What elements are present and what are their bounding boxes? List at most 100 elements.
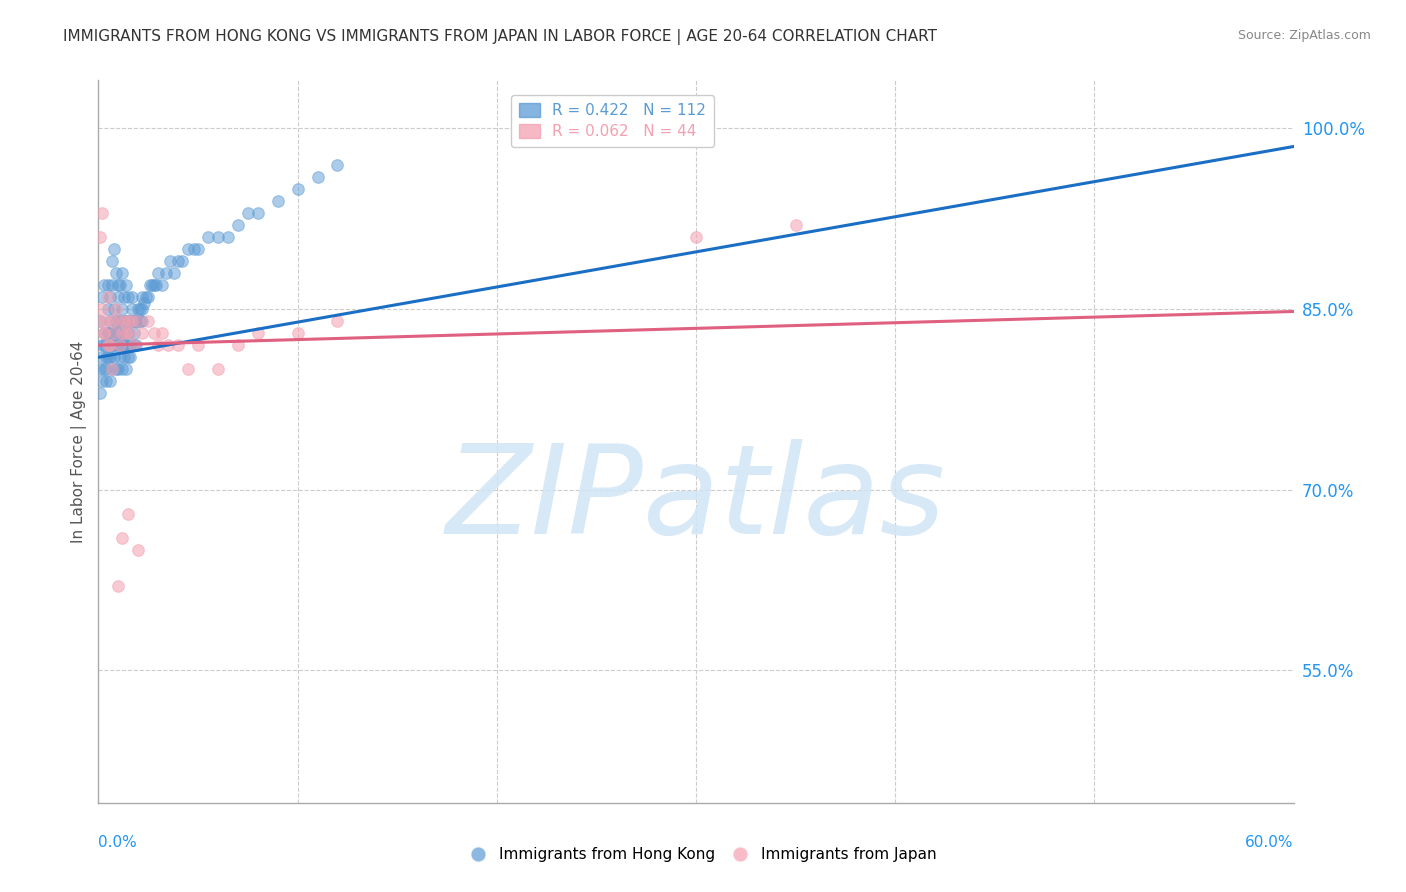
Point	[110, 338, 132, 352]
Legend: Immigrants from Hong Kong, Immigrants from Japan: Immigrants from Hong Kong, Immigrants fr…	[463, 841, 943, 868]
Point	[150, 326, 173, 341]
Point	[287, 182, 309, 196]
Point	[155, 266, 177, 280]
Point	[131, 326, 153, 341]
Point	[101, 362, 124, 376]
Point	[103, 301, 125, 317]
Point	[129, 301, 152, 317]
Point	[97, 290, 120, 304]
Point	[105, 266, 128, 280]
Point	[107, 362, 129, 376]
Point	[120, 338, 142, 352]
Point	[207, 362, 229, 376]
Point	[91, 350, 114, 364]
Point	[96, 350, 118, 364]
Point	[101, 278, 124, 293]
Point	[143, 326, 166, 341]
Point	[117, 350, 139, 364]
Point	[141, 278, 163, 293]
Point	[103, 326, 125, 341]
Point	[124, 338, 146, 352]
Text: ZIPatlas: ZIPatlas	[446, 439, 946, 560]
Point	[121, 314, 143, 328]
Point	[236, 205, 259, 219]
Point	[89, 314, 111, 328]
Point	[148, 266, 170, 280]
Point	[163, 266, 186, 280]
Point	[127, 542, 149, 557]
Point	[101, 362, 124, 376]
Point	[177, 362, 200, 376]
Point	[112, 350, 135, 364]
Point	[107, 278, 129, 293]
Point	[110, 314, 132, 328]
Point	[110, 278, 132, 293]
Point	[183, 242, 205, 256]
Point	[117, 326, 139, 341]
Point	[98, 375, 122, 389]
Point	[121, 314, 143, 328]
Point	[115, 278, 138, 293]
Point	[111, 326, 134, 341]
Point	[157, 338, 180, 352]
Point	[89, 314, 111, 328]
Point	[93, 362, 115, 376]
Point	[177, 242, 200, 256]
Point	[129, 314, 152, 328]
Point	[91, 290, 114, 304]
Point	[246, 205, 269, 219]
Point	[117, 290, 139, 304]
Point	[187, 338, 209, 352]
Point	[207, 230, 229, 244]
Point	[111, 362, 134, 376]
Point	[110, 338, 132, 352]
Point	[326, 314, 349, 328]
Point	[101, 338, 124, 352]
Point	[97, 350, 120, 364]
Point	[112, 314, 135, 328]
Point	[115, 362, 138, 376]
Point	[287, 326, 309, 341]
Point	[97, 278, 120, 293]
Point	[117, 314, 139, 328]
Point	[124, 326, 146, 341]
Y-axis label: In Labor Force | Age 20-64: In Labor Force | Age 20-64	[72, 341, 87, 542]
Point	[105, 338, 128, 352]
Point	[105, 314, 128, 328]
Point	[120, 314, 142, 328]
Point	[150, 278, 173, 293]
Point	[103, 242, 125, 256]
Point	[107, 314, 129, 328]
Point	[101, 254, 124, 268]
Point	[117, 314, 139, 328]
Point	[124, 338, 146, 352]
Point	[89, 386, 111, 401]
Point	[127, 314, 149, 328]
Point	[112, 314, 135, 328]
Point	[112, 326, 135, 341]
Point	[107, 290, 129, 304]
Point	[98, 314, 122, 328]
Point	[98, 350, 122, 364]
Point	[107, 326, 129, 341]
Point	[107, 314, 129, 328]
Point	[93, 278, 115, 293]
Point	[97, 301, 120, 317]
Point	[112, 290, 135, 304]
Point	[172, 254, 194, 268]
Point	[89, 362, 111, 376]
Point	[131, 301, 153, 317]
Point	[131, 290, 153, 304]
Point	[89, 230, 111, 244]
Point	[125, 338, 148, 352]
Point	[326, 158, 349, 172]
Point	[98, 290, 122, 304]
Point	[111, 266, 134, 280]
Point	[125, 314, 148, 328]
Point	[167, 254, 190, 268]
Point	[97, 326, 120, 341]
Point	[127, 314, 149, 328]
Point	[111, 301, 134, 317]
Point	[136, 314, 159, 328]
Point	[93, 326, 115, 341]
